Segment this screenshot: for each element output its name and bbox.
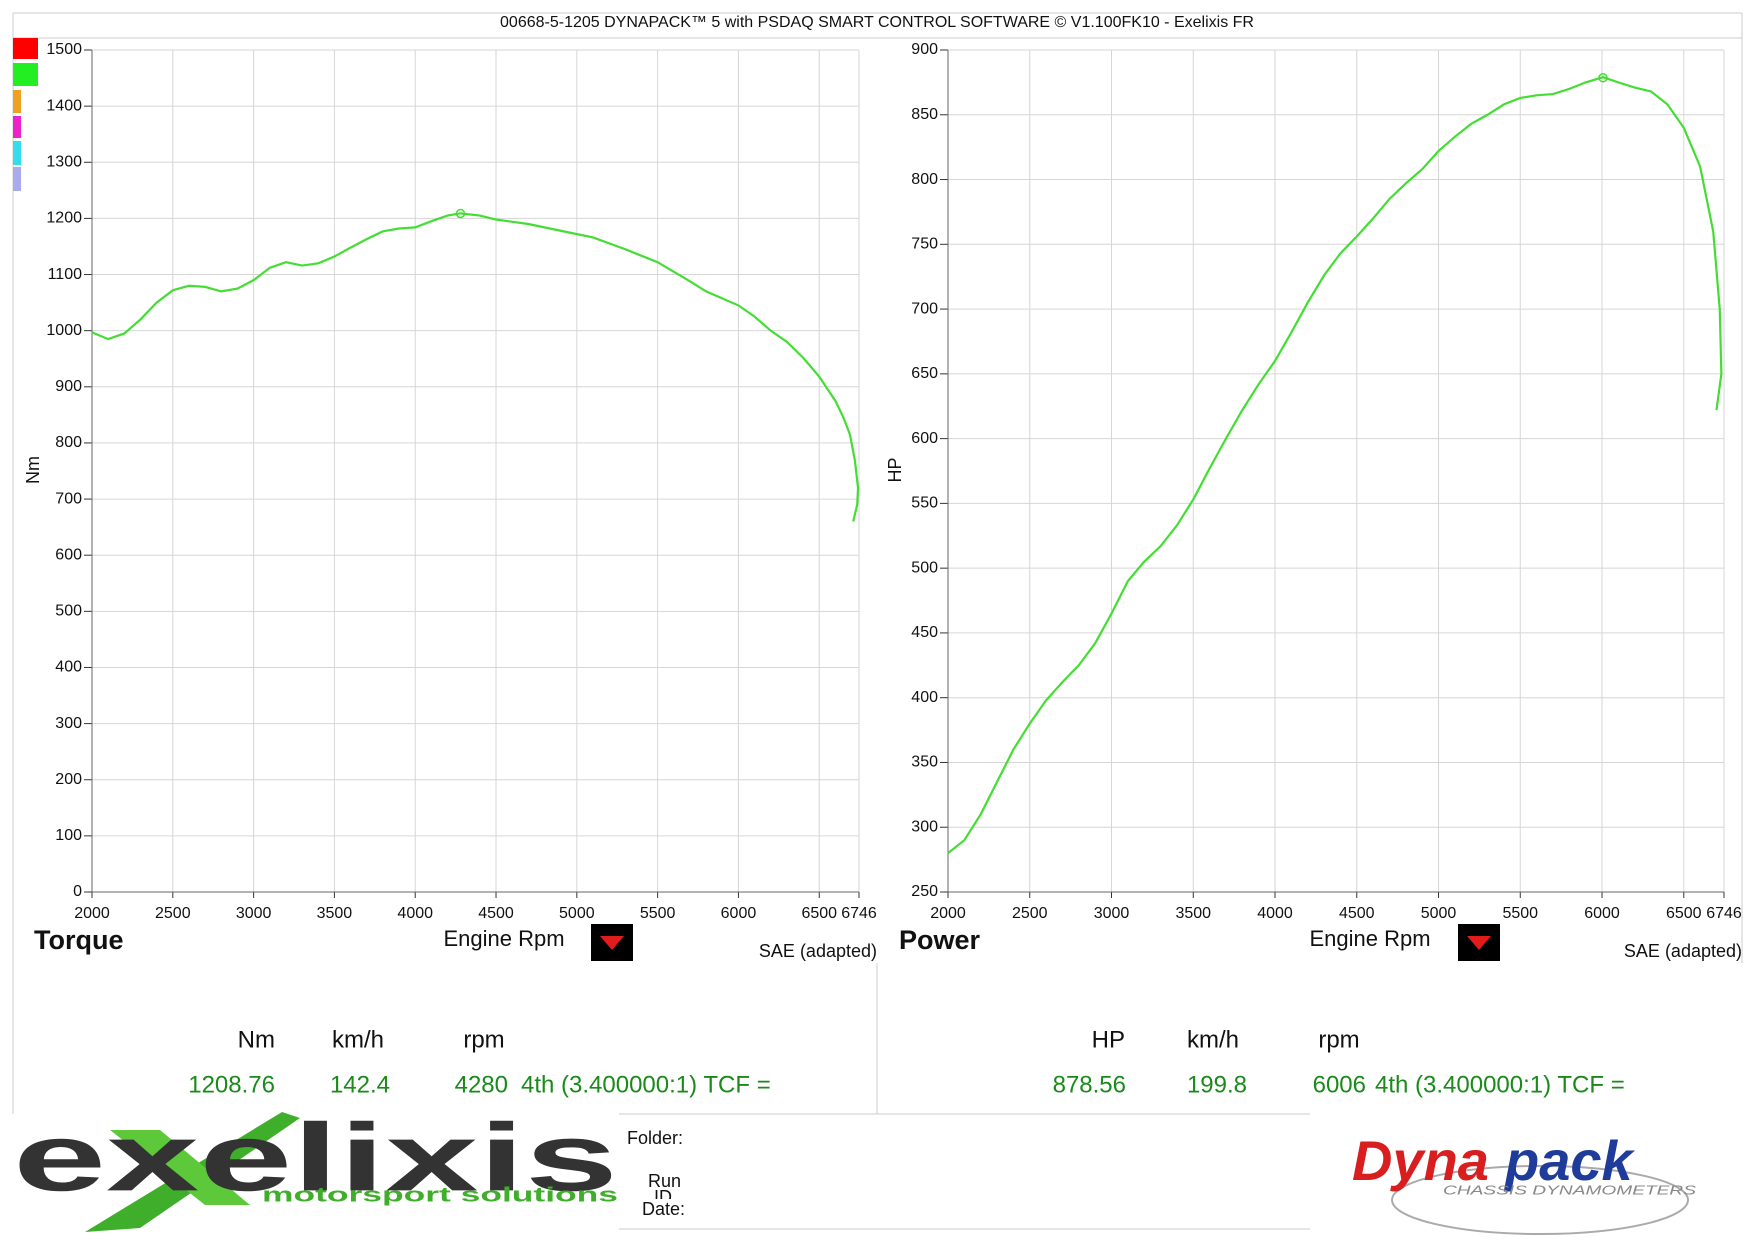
readout-gear: 4th (3.400000:1) TCF = (521, 1071, 771, 1098)
line (91, 212, 860, 522)
readout-label: Nm (238, 1026, 275, 1053)
dropdown-arrow (600, 936, 624, 950)
x-tick-label: 4500 (478, 905, 514, 922)
y-tick-label: 800 (911, 171, 938, 188)
readout-value: 4280 (455, 1071, 508, 1098)
logo-left: exelixis (13, 1104, 618, 1211)
x-tick-label: 2000 (74, 905, 110, 922)
x-tick-label: 4000 (397, 905, 433, 922)
legend-swatch (13, 63, 38, 86)
logo-ring (1391, 1165, 1689, 1235)
y-tick-label: 400 (911, 689, 938, 706)
y-tick-label: 600 (911, 430, 938, 447)
x-axis-label: Engine Rpm (443, 926, 564, 951)
legend-swatch (13, 167, 21, 191)
y-tick-label: 200 (55, 771, 82, 788)
x-tick-label: 3000 (236, 905, 272, 922)
y-tick-label: 900 (911, 41, 938, 58)
y-tick-label: 0 (73, 883, 82, 900)
x-tick-label: 3500 (1175, 905, 1211, 922)
legend-swatch (13, 90, 21, 113)
x-tick-label: 2000 (930, 905, 966, 922)
y-tick-label: 1400 (46, 97, 82, 114)
peak-marker (1598, 73, 1608, 83)
logo-swoosh (110, 1130, 250, 1205)
y-tick-label: 700 (911, 300, 938, 317)
run-label: Run (648, 1171, 681, 1191)
y-tick-label: 750 (911, 236, 938, 253)
x-tick-label: 6500 (801, 905, 837, 922)
y-tick-label: 900 (55, 378, 82, 395)
y-tick-label: 500 (911, 559, 938, 576)
x-tick-label: 6500 (1666, 905, 1702, 922)
header-title: 00668-5-1205 DYNAPACK™ 5 with PSDAQ SMAR… (500, 14, 1254, 31)
y-tick-label: 700 (55, 490, 82, 507)
y-tick-label: 500 (55, 603, 82, 620)
line (947, 76, 1723, 855)
dropdown-arrow (1467, 936, 1491, 950)
readout-label: rpm (463, 1026, 504, 1053)
x-tick-label: 4500 (1339, 905, 1375, 922)
y-axis-label: Nm (23, 456, 43, 484)
clip (640, 1199, 700, 1207)
readout-label: rpm (1318, 1026, 1359, 1053)
x-tick-label: 3000 (1094, 905, 1130, 922)
chart-title: Power (899, 925, 981, 955)
logo-right-tagline: CHASSIS DYNAMOMETERS (1443, 1182, 1696, 1197)
readout-label: km/h (332, 1026, 384, 1053)
x-tick-label: 5000 (1421, 905, 1457, 922)
logo-right: pack (1503, 1129, 1635, 1192)
x-tick-label: 6000 (721, 905, 757, 922)
x-tick-label: 6746 (1706, 905, 1742, 922)
y-tick-label: 600 (55, 546, 82, 563)
legend-swatch (13, 38, 38, 59)
peak-marker (455, 208, 466, 219)
x-tick-label: 4000 (1257, 905, 1293, 922)
note: SAE (adapted) (1624, 941, 1742, 961)
y-tick-label: 1500 (46, 41, 82, 58)
x-axis-label: Engine Rpm (1309, 926, 1430, 951)
readout-value: 142.4 (330, 1071, 390, 1098)
x-tick-label: 5000 (559, 905, 595, 922)
readout-gear: 4th (3.400000:1) TCF = (1375, 1071, 1625, 1098)
y-tick-label: 250 (911, 883, 938, 900)
y-axis-label: HP (885, 457, 905, 482)
y-tick-label: 1000 (46, 322, 82, 339)
x-tick-label: 5500 (1502, 905, 1538, 922)
readout-value: 878.56 (1053, 1071, 1126, 1098)
y-tick-label: 300 (911, 818, 938, 835)
y-tick-label: 300 (55, 715, 82, 732)
x-tick-label: 2500 (1012, 905, 1048, 922)
y-tick-label: 450 (911, 624, 938, 641)
date-label: Date: (642, 1199, 685, 1219)
x-tick-label: 6000 (1584, 905, 1620, 922)
y-tick-label: 850 (911, 106, 938, 123)
y-tick-label: 400 (55, 659, 82, 676)
readout-label: HP (1092, 1026, 1125, 1053)
folder-label: Folder: (627, 1128, 683, 1148)
readout-value: 1208.76 (188, 1071, 275, 1098)
y-tick-label: 800 (55, 434, 82, 451)
readout-value: 6006 (1313, 1071, 1366, 1098)
y-tick-label: 650 (911, 365, 938, 382)
y-tick-label: 1200 (46, 210, 82, 227)
x-tick-label: 5500 (640, 905, 676, 922)
logo-right: Dyna (1352, 1129, 1489, 1192)
note: SAE (adapted) (759, 941, 877, 961)
chart-title: Torque (34, 925, 124, 955)
x-tick-label: 2500 (155, 905, 191, 922)
readout-value: 199.8 (1187, 1071, 1247, 1098)
y-tick-label: 350 (911, 754, 938, 771)
y-tick-label: 100 (55, 827, 82, 844)
legend-swatch (13, 141, 21, 165)
y-tick-label: 1300 (46, 153, 82, 170)
x-tick-label: 3500 (317, 905, 353, 922)
y-tick-label: 550 (911, 495, 938, 512)
logo-left-tagline: motorsport solutions (262, 1184, 618, 1206)
readout-label: km/h (1187, 1026, 1239, 1053)
legend-swatch (13, 116, 21, 138)
x-tick-label: 6746 (841, 905, 877, 922)
y-tick-label: 1100 (48, 266, 83, 283)
